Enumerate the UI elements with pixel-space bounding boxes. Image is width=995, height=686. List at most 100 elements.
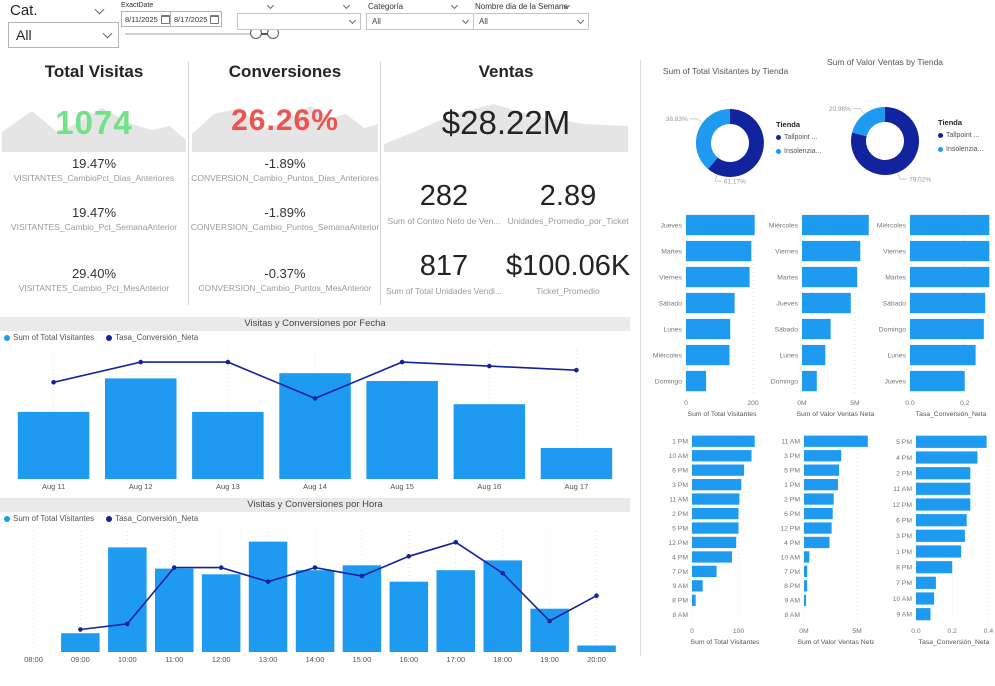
svg-text:Sábado: Sábado — [659, 300, 683, 307]
kpi-metric: 2.89 Unidades_Promedio_por_Ticket — [506, 180, 630, 226]
bar-ventas-por-hora[interactable]: 0M 5M 11 AM 3 PM 5 PM 1 PM 2 PM 6 PM 12 PM 4 PM 10… — [760, 430, 879, 648]
donut-visitantes-tienda[interactable]: 61.17% 38.83% Tienda Tallpoint ... Insole… — [648, 94, 838, 196]
svg-text:4 PM: 4 PM — [896, 455, 912, 462]
svg-text:3 PM: 3 PM — [784, 453, 800, 460]
legend-label: Sum of Total Visitantes — [13, 333, 95, 342]
cat-filter-value: All — [16, 27, 32, 43]
chart-visitas-conversiones-fecha[interactable]: Aug 11 Aug 12 Aug 13 Aug 14 Aug 15 Aug 16 Aug … — [0, 346, 630, 492]
chevron-down-icon — [576, 16, 585, 24]
svg-text:4 PM: 4 PM — [672, 554, 688, 561]
svg-text:20:00: 20:00 — [587, 655, 606, 664]
dia-semana-filter-dropdown[interactable]: All — [473, 13, 589, 30]
metric-label: VISITANTES_Cambio_Pct_SemanaAnterior — [10, 222, 178, 232]
svg-text:9 AM: 9 AM — [673, 583, 689, 590]
svg-text:2 PM: 2 PM — [896, 471, 912, 478]
legend-item[interactable]: Insolenzia... — [938, 146, 983, 153]
kpi-value-total-visitas: 1074 — [55, 104, 133, 141]
kpi-metric: -1.89% CONVERSION_Cambio_Puntos_Dias_Ant… — [190, 156, 380, 183]
svg-text:Martes: Martes — [777, 274, 798, 281]
legend-hora: Sum of Total Visitantes Tasa_Conversión_… — [4, 514, 198, 523]
svg-text:7 PM: 7 PM — [672, 569, 688, 576]
metric-value: 19.47% — [71, 205, 117, 220]
legend-item[interactable]: Tallpoint ... — [776, 134, 821, 141]
svg-text:17:00: 17:00 — [446, 655, 465, 664]
svg-text:Aug 14: Aug 14 — [303, 482, 327, 491]
svg-text:13:00: 13:00 — [259, 655, 278, 664]
date-end-input[interactable]: 8/17/2025 — [170, 11, 222, 27]
svg-text:38.83%: 38.83% — [666, 116, 688, 123]
svg-text:0M: 0M — [799, 628, 809, 635]
sparkline-conversiones: 26.26% — [192, 94, 378, 152]
svg-text:1 PM: 1 PM — [896, 549, 912, 556]
legend-item: Tasa_Conversión_Neta — [106, 333, 198, 342]
kpi-value-conversiones: 26.26% — [231, 104, 339, 137]
legend-dot — [938, 147, 943, 152]
chevron-down-icon[interactable] — [450, 1, 459, 10]
legend-label: Insolenzia... — [946, 146, 984, 153]
metric-value: 2.89 — [539, 180, 597, 212]
date-start-input[interactable]: 8/11/2025 — [121, 11, 173, 27]
svg-text:79.02%: 79.02% — [909, 176, 931, 183]
legend-item[interactable]: Insolenzia... — [776, 148, 821, 155]
legend-item: Tasa_Conversión_Neta — [106, 514, 198, 523]
donut-plot[interactable]: 79.02% 20.98% — [806, 92, 936, 194]
legend-item[interactable]: Tallpoint ... — [938, 132, 983, 139]
svg-text:9 AM: 9 AM — [897, 612, 913, 619]
legend-label: Sum of Total Visitantes — [13, 514, 95, 523]
categoria-filter-dropdown[interactable]: All — [366, 13, 474, 30]
svg-text:0: 0 — [684, 400, 688, 407]
svg-text:11:00: 11:00 — [165, 655, 183, 664]
svg-text:12 PM: 12 PM — [892, 502, 912, 509]
chevron-down-icon — [94, 4, 105, 14]
svg-text:10:00: 10:00 — [118, 655, 137, 664]
unnamed-filter-dropdown[interactable] — [237, 13, 361, 30]
chevron-down-icon[interactable] — [266, 1, 275, 10]
cat-filter-header[interactable]: Cat. — [10, 2, 105, 19]
svg-text:Sum of Valor Ventas Netas: Sum of Valor Ventas Netas — [797, 639, 874, 646]
svg-text:15:00: 15:00 — [353, 655, 372, 664]
svg-text:Sábado: Sábado — [883, 300, 907, 307]
svg-text:16:00: 16:00 — [399, 655, 418, 664]
legend-dot — [776, 135, 781, 140]
svg-text:Jueves: Jueves — [660, 222, 682, 229]
date-range-slider-track[interactable] — [125, 33, 275, 35]
svg-text:Tasa_Conversión_Neta: Tasa_Conversión_Neta — [919, 639, 990, 646]
donut-legend: Tienda Tallpoint ... Insolenzia... — [938, 118, 983, 160]
bar-visitantes-por-hora[interactable]: 0 100 1 PM 10 AM 6 PM 3 PM 11 AM 2 PM 5 PM 12 PM 4… — [646, 430, 760, 648]
bar-conversion-por-dia[interactable]: 0.0 0.2 Miércoles Viernes Martes Sábado Doming… — [876, 208, 994, 420]
svg-text:5M: 5M — [852, 628, 862, 635]
svg-text:Aug 13: Aug 13 — [216, 482, 240, 491]
kpi-title: Ventas — [478, 62, 534, 81]
exactdate-filter-label: ExactDate — [121, 2, 154, 9]
svg-text:9 AM: 9 AM — [785, 598, 801, 605]
svg-text:2 PM: 2 PM — [672, 511, 688, 518]
chart-visitas-conversiones-hora[interactable]: 08:00 09:00 10:00 11:00 12:00 13:00 14:00 15:00… — [0, 527, 630, 665]
legend-item: Sum of Total Visitantes — [4, 333, 94, 342]
svg-text:5 PM: 5 PM — [896, 439, 912, 446]
kpi-card-conversiones: Conversiones 26.26% -1.89% CONVERSION_Ca… — [190, 58, 380, 308]
svg-text:Lunes: Lunes — [663, 326, 682, 333]
svg-text:Jueves: Jueves — [776, 300, 798, 307]
metric-label: Sum of Total Unidades Vendi... — [385, 286, 503, 296]
calendar-icon[interactable] — [210, 14, 220, 24]
svg-text:18:00: 18:00 — [493, 655, 512, 664]
svg-text:Miércoles: Miércoles — [877, 222, 907, 229]
bar-conversion-por-hora[interactable]: 0.0 0.2 0.4 5 PM 4 PM 2 PM 11 AM 12 PM 6 PM 3 PM 1… — [876, 430, 994, 648]
svg-text:3 PM: 3 PM — [896, 533, 912, 540]
kpi-card-total-visitas: Total Visitas 1074 19.47% VISITANTES_Cam… — [0, 58, 188, 308]
bar-ventas-por-dia[interactable]: 0M 5M Miércoles Viernes Martes Jueves Sábado Lu… — [760, 208, 878, 420]
svg-text:12 PM: 12 PM — [780, 525, 800, 532]
bar-visitantes-por-dia[interactable]: 0 200 Jueves Martes Viernes Sábado Lunes Miérco… — [646, 208, 760, 420]
svg-text:8 AM: 8 AM — [673, 612, 689, 619]
chevron-down-icon — [102, 28, 113, 39]
kpi-card-ventas: Ventas $28.22M 282 Sum of Conteo Neto de… — [382, 58, 630, 308]
kpi-metric: -0.37% CONVERSION_Cambio_Puntos_MesAnter… — [190, 266, 380, 293]
chevron-down-icon[interactable] — [342, 1, 351, 10]
calendar-icon[interactable] — [160, 14, 170, 24]
donut-plot[interactable]: 61.17% 38.83% — [648, 94, 773, 196]
dia-semana-filter-label: Nombre dia de la Semana — [475, 2, 568, 11]
legend-fecha: Sum of Total Visitantes Tasa_Conversión_… — [4, 333, 198, 342]
donut-ventas-tienda[interactable]: 79.02% 20.98% Tienda Tallpoint ... Insole… — [806, 92, 995, 194]
cat-filter-dropdown[interactable]: All — [8, 22, 119, 48]
metric-label: VISITANTES_CambioPct_Dias_Anteriores — [13, 173, 175, 183]
